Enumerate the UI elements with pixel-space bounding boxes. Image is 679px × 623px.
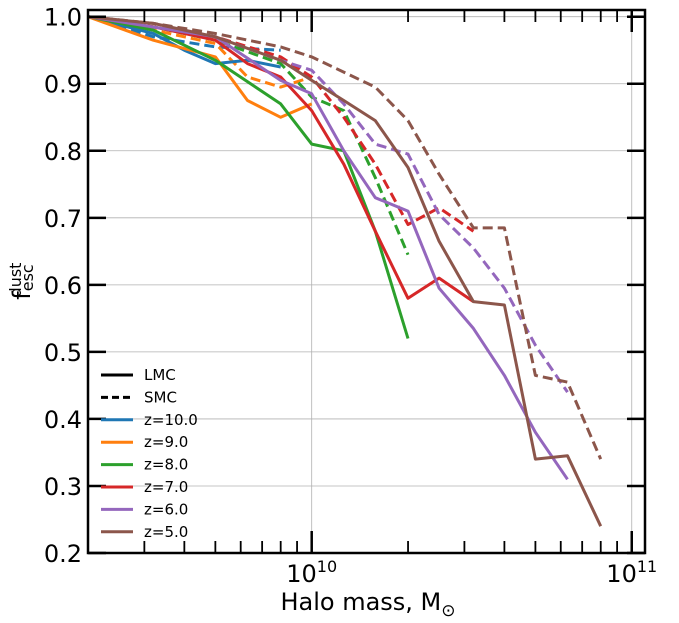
x-tick-label: 1011	[606, 557, 657, 588]
y-axis-title: fesc	[8, 264, 37, 299]
y-axis-title-superscript: dust	[6, 263, 25, 298]
legend-label: z=7.0	[144, 478, 188, 496]
series-line-z-9-0-smc	[87, 15, 313, 89]
legend-label: z=10.0	[144, 411, 198, 429]
x-tick-label: 1010	[286, 557, 337, 588]
tick-labels: 0.2 0.3 0.4 0.5 0.6 0.7 0.8 0.9 1.0 1010 1011	[44, 4, 657, 588]
y-tick-label: 0.8	[44, 138, 82, 166]
series-line-z-8-0-smc	[87, 15, 410, 256]
y-tick-label: 0.3	[44, 473, 82, 501]
series-lines	[87, 15, 603, 527]
legend-label: z=6.0	[144, 500, 188, 518]
x-axis-title: Halo mass, M⊙	[280, 588, 455, 621]
y-tick-label: 0.2	[44, 540, 82, 568]
y-tick-label: 0.6	[44, 272, 82, 300]
series-line-z-5-0-smc	[87, 15, 603, 460]
legend-label: LMC	[144, 366, 176, 384]
y-tick-label: 0.5	[44, 339, 82, 367]
legend-label: z=8.0	[144, 456, 188, 474]
legend: LMC SMC z=10.0 z=9.0 z=8.0 z=7.0 z=6.0 z=5.0	[101, 366, 198, 541]
y-tick-label: 0.4	[44, 406, 82, 434]
grid-lines	[88, 10, 645, 554]
series-line-z-9-0-lmc	[87, 15, 313, 119]
legend-label: z=5.0	[144, 523, 188, 541]
plot-frame	[86, 8, 647, 555]
series-line-z-5-0-lmc	[87, 15, 603, 527]
series-line-z-10-0-smc	[87, 15, 281, 52]
series-line-z-6-0-lmc	[87, 15, 569, 481]
y-tick-label: 0.7	[44, 205, 82, 233]
legend-label: z=9.0	[144, 433, 188, 451]
y-tick-label: 0.9	[44, 71, 82, 99]
series-line-z-6-0-smc	[87, 15, 569, 393]
legend-label: SMC	[144, 388, 177, 406]
series-line-z-7-0-lmc	[87, 15, 475, 303]
y-tick-label: 1.0	[44, 4, 82, 32]
